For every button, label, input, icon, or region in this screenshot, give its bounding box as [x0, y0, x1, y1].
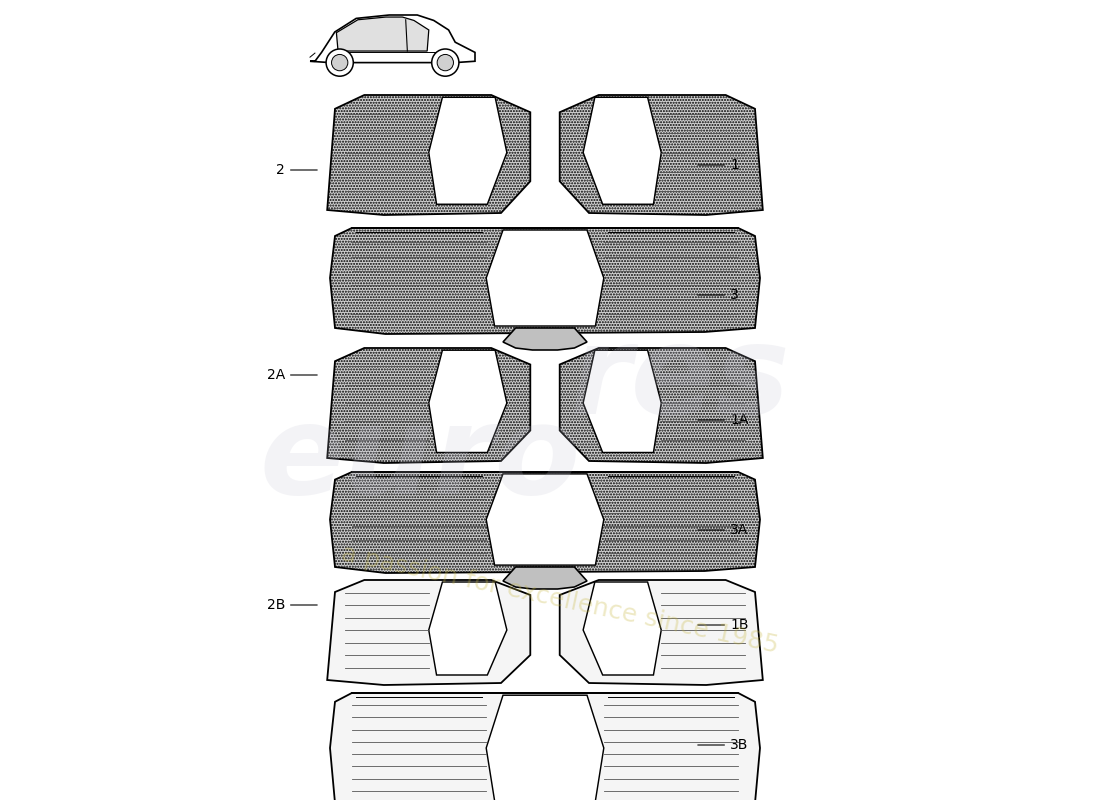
Text: 3B: 3B — [697, 738, 748, 752]
Polygon shape — [327, 348, 530, 463]
Text: res: res — [570, 319, 791, 441]
Circle shape — [431, 49, 459, 76]
Polygon shape — [583, 350, 661, 453]
Polygon shape — [330, 472, 760, 573]
Polygon shape — [486, 230, 604, 326]
Text: euro: euro — [260, 399, 581, 521]
Polygon shape — [583, 98, 661, 204]
Polygon shape — [486, 695, 604, 800]
Polygon shape — [327, 580, 530, 685]
Polygon shape — [583, 582, 661, 675]
Polygon shape — [330, 228, 760, 334]
Circle shape — [331, 54, 348, 70]
Circle shape — [437, 54, 453, 70]
Polygon shape — [503, 328, 587, 350]
Polygon shape — [503, 567, 587, 589]
Text: 3: 3 — [697, 288, 739, 302]
Polygon shape — [560, 95, 762, 215]
Text: 1B: 1B — [697, 618, 748, 632]
Text: 1A: 1A — [697, 413, 748, 427]
Text: a passion for excellence since 1985: a passion for excellence since 1985 — [339, 542, 781, 658]
Text: 2: 2 — [276, 163, 317, 177]
Circle shape — [326, 49, 353, 76]
Text: 2B: 2B — [266, 598, 317, 612]
Polygon shape — [560, 348, 762, 463]
Text: 3A: 3A — [697, 523, 748, 537]
Polygon shape — [560, 580, 762, 685]
Polygon shape — [337, 17, 429, 51]
Polygon shape — [330, 693, 760, 800]
Polygon shape — [429, 582, 507, 675]
Polygon shape — [310, 15, 475, 62]
Polygon shape — [486, 474, 604, 565]
Text: 2A: 2A — [266, 368, 317, 382]
Polygon shape — [429, 98, 507, 204]
Text: 1: 1 — [697, 158, 739, 172]
Polygon shape — [327, 95, 530, 215]
Polygon shape — [429, 350, 507, 453]
